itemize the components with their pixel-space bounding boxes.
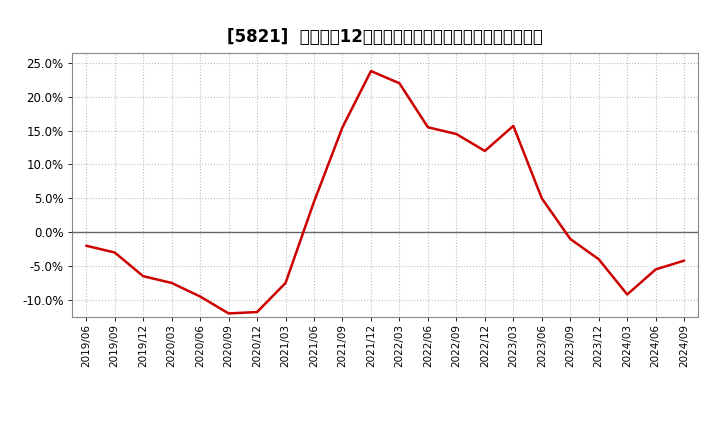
- Title: [5821]  売上高の12か月移動合計の対前年同期増減率の推移: [5821] 売上高の12か月移動合計の対前年同期増減率の推移: [228, 28, 543, 46]
